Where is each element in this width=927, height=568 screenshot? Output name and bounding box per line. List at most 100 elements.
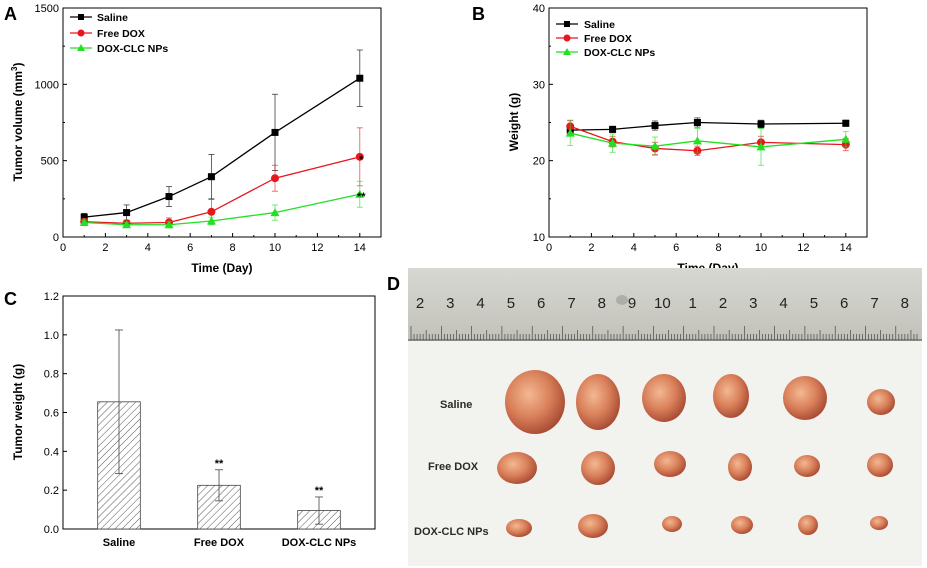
ruler-number: 5 xyxy=(810,295,818,312)
legend-b-doxclc-marker xyxy=(563,48,571,55)
chart-a-xtick-label: 12 xyxy=(311,242,323,254)
chart-a-xtick-label: 8 xyxy=(230,242,236,254)
legend-b-saline-marker xyxy=(564,21,570,27)
chart-b-series-line-saline xyxy=(570,121,846,131)
tumor-saline-6 xyxy=(867,389,895,415)
chart-a-point-saline xyxy=(80,213,88,221)
tumor-freedox-1 xyxy=(497,452,537,484)
legend-b-saline: Saline xyxy=(584,19,615,31)
panel-label-a: A xyxy=(4,4,17,24)
legend-a-saline: Saline xyxy=(97,12,128,24)
ruler-number: 8 xyxy=(598,295,606,312)
ruler-number: 1 xyxy=(689,295,697,312)
chart-a-xtick-label: 4 xyxy=(145,242,151,254)
tumor-doxclc-6 xyxy=(870,516,888,530)
chart-a-series-line-dox-clc-nps xyxy=(84,193,360,226)
chart-a-series-line-free-dox xyxy=(84,156,360,224)
tumor-saline-2 xyxy=(576,374,620,430)
ruler-number: 3 xyxy=(446,295,454,312)
chart-c-ytick-label: 0.0 xyxy=(44,524,59,536)
legend-b-doxclc: DOX-CLC NPs xyxy=(584,47,655,59)
chart-a-point-saline xyxy=(356,74,364,82)
chart-b-point-saline xyxy=(609,125,617,133)
chart-a-ytick-label: 0 xyxy=(53,232,59,244)
legend-a-freedox-marker xyxy=(77,29,85,37)
chart-b-point-saline xyxy=(693,119,701,126)
chart-c-tumor-weight: 0.0 0.2 0.4 0.6 0.8 1.0 1.2 Saline Free DOX DOX-C… xyxy=(11,291,376,549)
chart-c-xtick-label: Free DOX xyxy=(194,537,245,549)
chart-a-point-saline xyxy=(207,173,215,181)
ruler-number: 5 xyxy=(507,295,515,312)
ruler-number: 3 xyxy=(749,295,757,312)
chart-c-ytick-label: 1.0 xyxy=(44,330,59,342)
panel-label-b: B xyxy=(472,4,485,24)
photo-ruler xyxy=(408,268,922,340)
chart-b-xtick-label: 2 xyxy=(588,242,594,254)
chart-c-ytick-label: 0.2 xyxy=(44,485,59,497)
legend-a-doxclc: DOX-CLC NPs xyxy=(97,43,168,55)
tumor-doxclc-1 xyxy=(506,519,532,537)
photo-row-label-saline: Saline xyxy=(440,399,472,411)
chart-b-ylabel: Weight (g) xyxy=(507,93,521,151)
tumor-saline-3 xyxy=(642,374,686,422)
chart-a-annotation-freedox: * xyxy=(359,154,364,166)
ruler-number: 7 xyxy=(870,295,878,312)
tumor-doxclc-2 xyxy=(578,514,608,538)
tumor-doxclc-3 xyxy=(662,516,682,532)
chart-b-xtick-label: 12 xyxy=(797,242,809,254)
tumor-freedox-6 xyxy=(867,453,893,477)
chart-a-point-dox-clc-nps xyxy=(122,220,132,229)
chart-b-point-dox-clc-nps xyxy=(565,128,575,137)
chart-c-ytick-label: 0.4 xyxy=(44,446,59,458)
chart-a-series-line-saline xyxy=(84,77,361,218)
chart-b-ytick-label: 10 xyxy=(533,232,545,244)
panel-label-d: D xyxy=(387,274,400,294)
ruler-number: 8 xyxy=(901,295,909,312)
tumor-row-doxclc xyxy=(506,514,888,538)
ruler-number: 4 xyxy=(476,295,484,312)
legend-a-freedox: Free DOX xyxy=(97,28,145,40)
tumor-doxclc-4 xyxy=(731,516,753,534)
chart-c-ytick-label: 0.6 xyxy=(44,408,59,420)
chart-b-xtick-label: 10 xyxy=(755,242,767,254)
chart-b-point-dox-clc-nps xyxy=(650,141,660,150)
ruler-hole xyxy=(616,295,628,305)
chart-b-series-line-dox-clc-nps xyxy=(570,132,846,148)
photo-row-label-doxclc: DOX-CLC NPs xyxy=(414,526,489,538)
chart-b-xtick-label: 14 xyxy=(840,242,852,254)
photo-row-label-freedox: Free DOX xyxy=(428,461,479,473)
chart-a-xlabel: Time (Day) xyxy=(191,261,252,275)
chart-a-annotation-doxclc: ** xyxy=(357,191,366,203)
chart-a-point-dox-clc-nps xyxy=(270,208,280,217)
chart-a-point-dox-clc-nps xyxy=(79,217,89,226)
tumor-freedox-4 xyxy=(728,453,752,481)
chart-a-point-dox-clc-nps xyxy=(355,189,365,198)
chart-b-ytick-label: 30 xyxy=(533,79,545,91)
chart-a-xtick-label: 10 xyxy=(269,242,281,254)
legend-a-doxclc-marker xyxy=(77,44,85,51)
chart-a-ytick-label: 500 xyxy=(41,156,59,168)
chart-a-point-dox-clc-nps xyxy=(206,216,216,225)
chart-b-point-dox-clc-nps xyxy=(756,142,766,151)
chart-a-point-saline xyxy=(123,209,131,217)
chart-b-ytick-label: 20 xyxy=(533,156,545,168)
chart-b-point-saline xyxy=(842,119,850,127)
ruler-number: 9 xyxy=(628,295,636,312)
tumor-saline-5 xyxy=(783,376,827,420)
chart-c-xtick-label: Saline xyxy=(103,537,135,549)
chart-b-legend: Saline Free DOX DOX-CLC NPs xyxy=(556,19,655,59)
chart-a-xtick-label: 2 xyxy=(102,242,108,254)
chart-b-xtick-label: 6 xyxy=(673,242,679,254)
ruler-number: 2 xyxy=(416,295,424,312)
chart-a-ylabel: Tumor volume (mm3) xyxy=(10,63,25,182)
tumor-saline-4 xyxy=(713,374,749,418)
chart-b-point-dox-clc-nps xyxy=(841,134,851,143)
chart-b-point-saline xyxy=(757,120,765,128)
chart-c-xtick-label: DOX-CLC NPs xyxy=(282,537,357,549)
chart-b-point-dox-clc-nps xyxy=(608,138,618,147)
chart-a-point-free-dox xyxy=(207,207,216,216)
tumor-row-saline xyxy=(505,370,895,434)
chart-c-significance: ** xyxy=(315,485,324,497)
